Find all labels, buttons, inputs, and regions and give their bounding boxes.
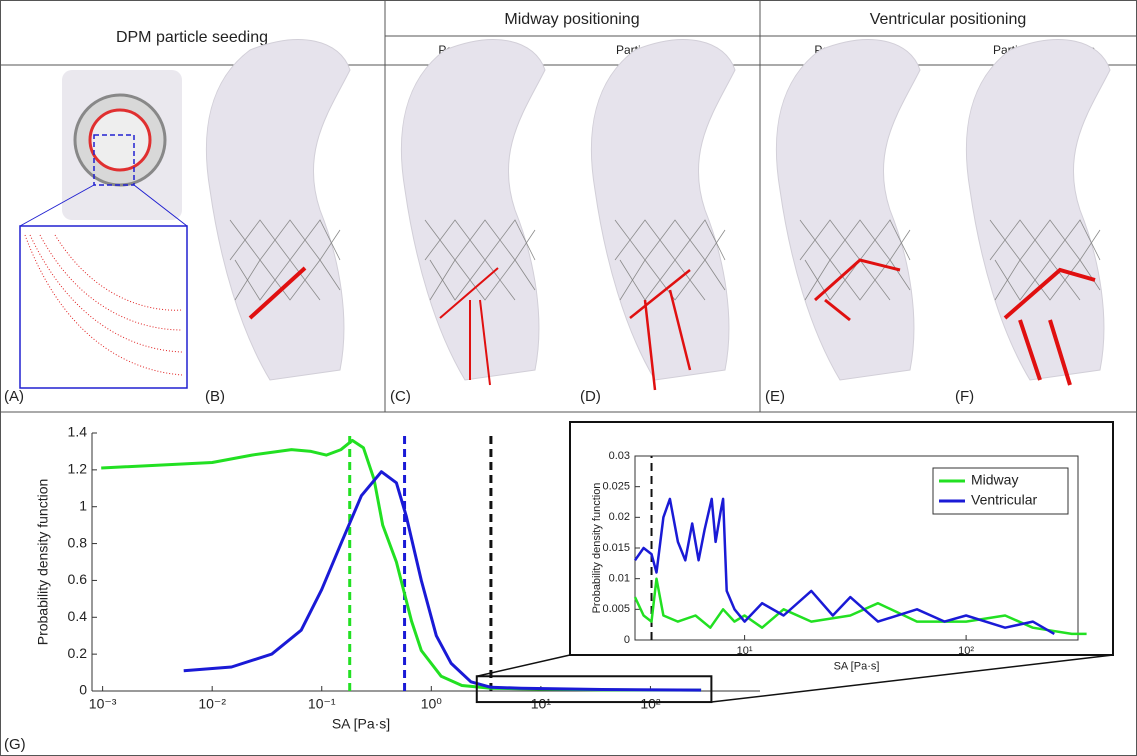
y-tick-label: 0.01 <box>609 573 630 585</box>
x-tick-label: 10⁻¹ <box>308 696 336 712</box>
figure: DPM particle seeding Midway positioning … <box>0 0 1137 756</box>
header: DPM particle seeding <box>116 29 268 46</box>
x-tick-label: 10² <box>640 696 661 712</box>
y-axis-label: Probability density function <box>591 483 603 614</box>
y-tick-label: 0 <box>79 682 87 698</box>
panel-label: (F) <box>955 388 974 405</box>
y-axis-label: Probability density function <box>35 479 51 646</box>
x-axis-label: SA [Pa·s] <box>834 660 880 672</box>
y-tick-label: 1.2 <box>68 461 88 477</box>
panel-label: (G) <box>4 736 26 753</box>
x-tick-label: 10⁻³ <box>89 696 117 712</box>
x-axis-label: SA [Pa·s] <box>332 715 390 731</box>
x-tick-label: 10¹ <box>737 645 753 657</box>
header: Midway positioning <box>504 11 639 28</box>
x-tick-label: 10² <box>958 645 974 657</box>
panel-label: (B) <box>205 388 225 405</box>
y-tick-label: 0 <box>624 634 630 646</box>
y-tick-label: 0.005 <box>602 603 630 615</box>
y-tick-label: 0.03 <box>609 450 630 462</box>
panel-label: (C) <box>390 388 411 405</box>
y-tick-label: 0.015 <box>602 542 630 554</box>
panel-label: (A) <box>4 388 24 405</box>
x-tick-label: 10⁻² <box>198 696 226 712</box>
legend-label: Midway <box>971 472 1018 488</box>
panel-label: (E) <box>765 388 785 405</box>
y-tick-label: 0.4 <box>68 608 88 624</box>
legend-label: Ventricular <box>971 492 1037 508</box>
header: Ventricular positioning <box>870 11 1027 28</box>
x-tick-label: 10¹ <box>531 696 552 712</box>
panel-label: (D) <box>580 388 601 405</box>
y-tick-label: 0.2 <box>68 645 88 661</box>
y-tick-label: 1 <box>79 497 87 513</box>
x-tick-label: 10⁰ <box>421 696 443 712</box>
y-tick-label: 0.02 <box>609 511 630 523</box>
y-tick-label: 0.6 <box>68 571 88 587</box>
y-tick-label: 1.4 <box>68 424 88 440</box>
y-tick-label: 0.025 <box>602 481 630 493</box>
y-tick-label: 0.8 <box>68 534 88 550</box>
